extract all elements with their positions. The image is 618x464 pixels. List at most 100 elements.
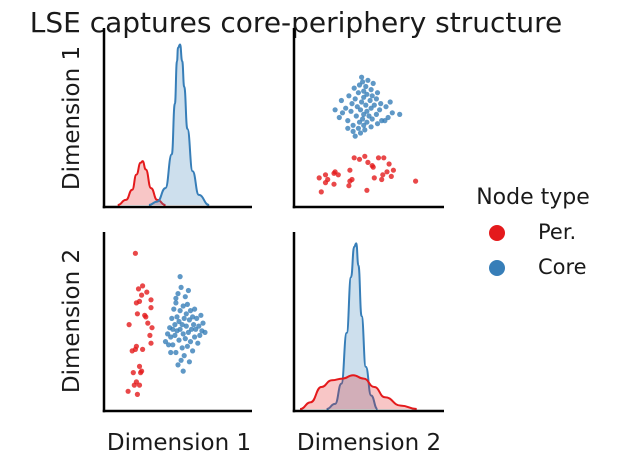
per-point <box>133 343 139 349</box>
core-point <box>389 110 395 116</box>
core-point <box>354 104 360 110</box>
core-point <box>180 368 186 374</box>
per-point <box>351 155 357 161</box>
per-point <box>335 172 341 178</box>
core-point <box>193 326 199 332</box>
per-point <box>136 298 143 304</box>
core-point <box>368 124 374 130</box>
per-point <box>139 292 145 298</box>
core-point <box>352 96 358 102</box>
y-axis-label-row1: Dimension 1 <box>59 46 85 190</box>
core-point <box>174 314 180 320</box>
per-point <box>356 156 363 162</box>
core-point <box>351 85 357 91</box>
chart-title: LSE captures core-periphery structure <box>30 6 562 39</box>
legend-marker-core <box>489 260 505 276</box>
core-point <box>353 113 359 119</box>
core-point <box>355 125 361 131</box>
core-point <box>362 127 368 133</box>
core-point <box>339 110 346 116</box>
core-point <box>397 111 403 117</box>
core-point <box>185 287 191 294</box>
per-point <box>125 388 131 394</box>
core-point <box>182 336 188 342</box>
per-point <box>136 363 143 369</box>
core-point <box>357 130 364 136</box>
core-point <box>179 322 185 328</box>
core-point <box>359 74 365 80</box>
core-point <box>370 80 376 86</box>
core-point <box>346 93 352 99</box>
per-point <box>364 187 370 193</box>
per-point <box>349 176 355 183</box>
per-point <box>148 305 154 311</box>
per-point <box>381 155 387 161</box>
per-dim2-kde-line <box>299 374 417 410</box>
core-point <box>168 349 174 356</box>
core-point <box>179 345 185 351</box>
core-point <box>178 357 184 363</box>
core-point <box>364 119 370 125</box>
core-point <box>352 133 358 139</box>
core-point <box>350 128 356 134</box>
core-point <box>178 284 184 290</box>
core-point <box>198 312 204 318</box>
per-point <box>135 286 142 292</box>
core-point <box>187 339 194 345</box>
core-point <box>187 308 194 314</box>
core-point <box>373 96 379 102</box>
core-point <box>374 90 381 96</box>
panel-dim2-kde <box>292 232 444 413</box>
per-point <box>362 153 368 159</box>
core-point <box>202 329 208 335</box>
per-point <box>325 176 331 183</box>
per-point <box>149 325 155 331</box>
core-point <box>197 332 203 338</box>
core-point <box>170 342 176 348</box>
core-point <box>183 311 189 317</box>
per-point <box>322 172 329 178</box>
core-point <box>363 102 369 108</box>
core-point <box>181 315 187 321</box>
core-point <box>348 108 354 114</box>
legend: Node type Per. Core <box>476 185 590 279</box>
core-point <box>357 107 364 113</box>
core-point <box>172 322 178 328</box>
core-point <box>368 105 374 111</box>
core-point <box>177 308 183 314</box>
core-point <box>184 301 190 307</box>
per-point <box>390 167 396 173</box>
core-point <box>385 114 391 121</box>
core-point <box>180 303 186 309</box>
core-point <box>192 306 198 312</box>
panel-scatter-dim1-vs-dim2 <box>102 232 252 413</box>
core-point <box>369 93 375 99</box>
core-point <box>371 102 377 108</box>
core-point <box>182 294 188 300</box>
per-point <box>386 161 392 167</box>
per-point <box>331 181 337 187</box>
core-point <box>190 348 196 354</box>
panel-dim1-kde <box>102 28 252 209</box>
core-point <box>360 79 366 85</box>
core-point <box>363 83 369 90</box>
core-dim2-kde-line <box>326 242 378 410</box>
core-point <box>175 362 181 368</box>
per-point <box>370 164 376 170</box>
per-point <box>134 391 140 397</box>
per-dim1-kde-fill <box>117 161 166 205</box>
core-point <box>338 97 344 104</box>
core-point <box>172 332 178 338</box>
core-point <box>336 114 342 121</box>
core-point <box>184 343 190 349</box>
legend-title: Node type <box>476 185 590 210</box>
core-point <box>345 125 351 131</box>
per-point <box>371 175 377 181</box>
core-point <box>177 274 183 280</box>
core-point <box>173 300 179 306</box>
core-point <box>361 111 367 117</box>
core-point <box>365 77 371 83</box>
per-point <box>316 175 322 181</box>
core-dim2-kde-fill <box>326 243 378 409</box>
